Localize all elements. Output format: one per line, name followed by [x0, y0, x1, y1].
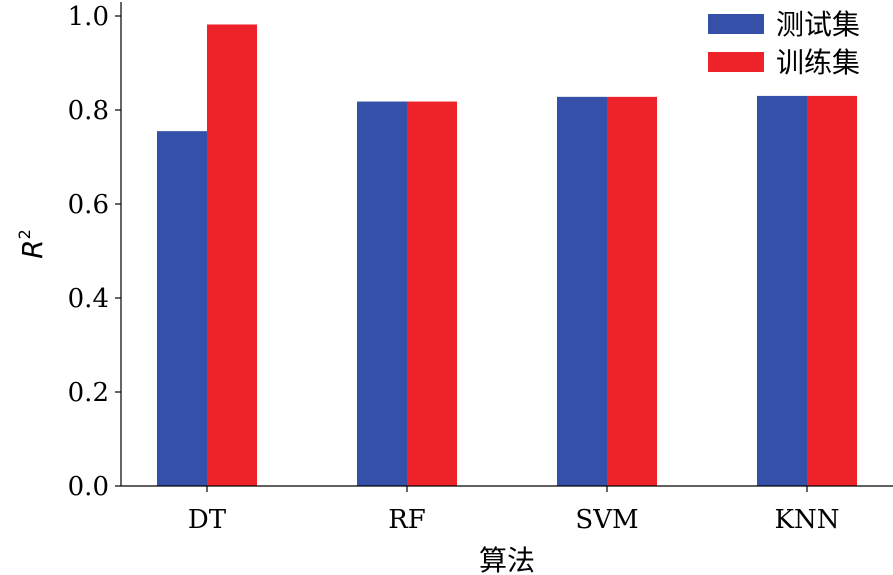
y-ticks-group: 0.0 0.2 0.4 0.6 0.8 1.0: [68, 2, 121, 502]
bar-knn-series-2: [807, 95, 857, 487]
bar-dt-series-1: [157, 131, 207, 486]
bar-svm-series-2: [607, 96, 657, 486]
axes-group: [120, 2, 893, 487]
bar-svm-series-1: [557, 96, 607, 486]
y-axis-title-superscript: 2: [15, 229, 34, 239]
bar-rf-series-1: [357, 101, 407, 486]
x-tick-label-knn: KNN: [775, 505, 840, 535]
legend-label-2: 训练集: [776, 46, 860, 79]
bar-knn-series-1: [757, 95, 807, 487]
legend-label-1: 测试集: [776, 8, 860, 41]
y-tick-label: 0.4: [68, 284, 109, 314]
y-tick-label: 0.0: [68, 472, 109, 502]
y-tick-label: 0.2: [68, 378, 109, 408]
bar-dt-series-2: [207, 24, 257, 487]
y-axis-title-main: R: [16, 239, 49, 258]
y-tick-label: 0.6: [68, 190, 109, 220]
x-tick-label-svm: SVM: [575, 505, 638, 535]
legend-swatch-1: [708, 14, 764, 34]
bars-group: [157, 24, 857, 487]
bar-rf-series-2: [407, 101, 457, 486]
x-axis-title: 算法: [479, 544, 535, 575]
y-tick-label: 1.0: [68, 2, 109, 32]
x-ticks-group: DT RF SVM KNN: [188, 486, 840, 535]
x-tick-label-dt: DT: [188, 505, 227, 535]
x-tick-label-rf: RF: [388, 505, 426, 535]
y-tick-label: 0.8: [68, 96, 109, 126]
legend-swatch-2: [708, 52, 764, 72]
y-axis-title: R2: [15, 229, 49, 259]
